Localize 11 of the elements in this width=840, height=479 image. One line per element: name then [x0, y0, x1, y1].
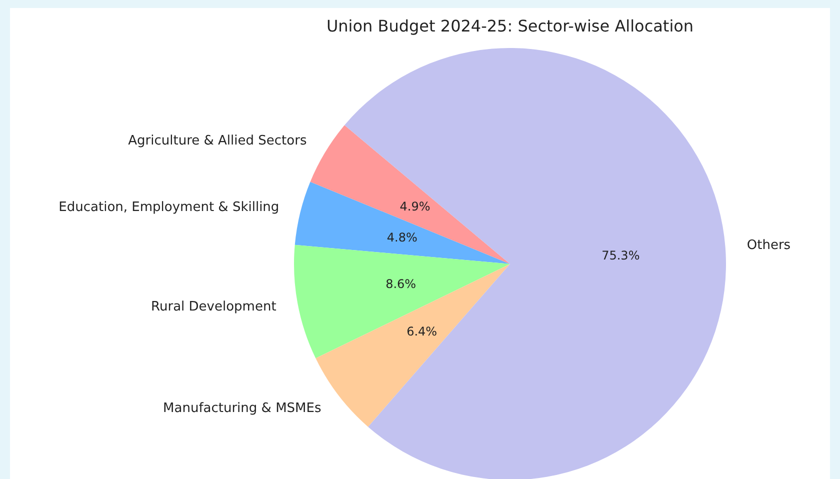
slice-label: Rural Development — [151, 299, 276, 314]
data-label: 75.3% — [602, 248, 640, 262]
data-label: 6.4% — [406, 324, 438, 338]
data-label: 4.8% — [386, 230, 418, 245]
slice-label: Manufacturing & MSMEs — [163, 400, 322, 416]
data-label: 8.6% — [386, 277, 416, 292]
chart-title: Union Budget 2024-25: Sector-wise Allocation — [326, 16, 694, 36]
data-label: 4.9% — [400, 200, 430, 214]
slice-label: Agriculture & Allied Sectors — [128, 133, 307, 148]
slice-label: Education, Employment & Skilling — [58, 200, 280, 216]
slice-label: Others — [746, 238, 791, 254]
